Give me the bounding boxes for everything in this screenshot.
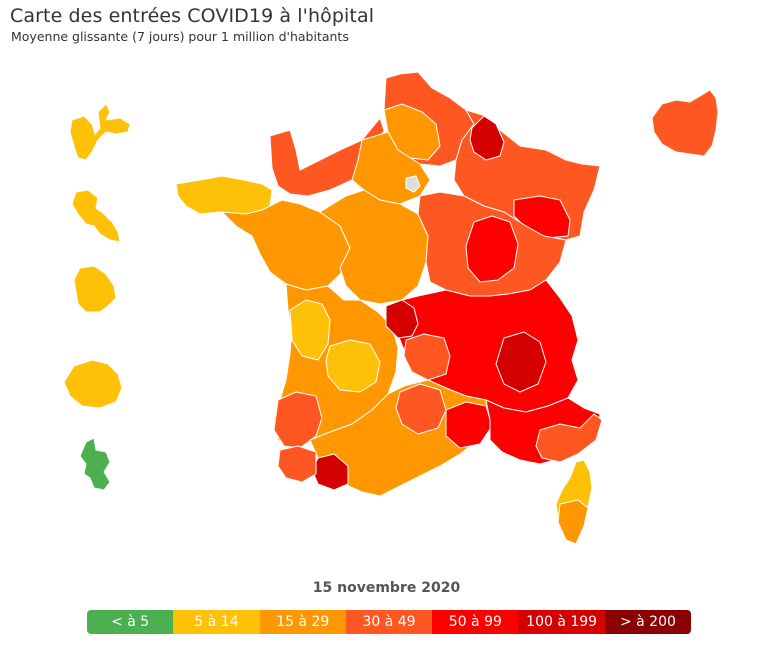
region-gard[interactable] (445, 401, 493, 449)
region-martinique[interactable] (71, 189, 121, 243)
region-mayotte[interactable] (79, 437, 111, 491)
region-landes[interactable] (273, 391, 323, 449)
region-paris[interactable] (405, 175, 421, 193)
region-pyrenees-atlantiques[interactable] (277, 445, 317, 483)
color-legend: < à 5 5 à 14 15 à 29 30 à 49 50 à 99 100… (87, 610, 692, 634)
legend-item-30-49: 30 à 49 (345, 610, 433, 634)
region-corse-du-sud[interactable] (557, 499, 589, 545)
region-guadeloupe[interactable] (69, 103, 131, 161)
region-cote-dor[interactable] (465, 215, 519, 283)
region-puy-de-dome[interactable] (403, 333, 451, 381)
region-vienne[interactable] (289, 299, 331, 361)
legend-item-lt5: < à 5 (87, 610, 174, 634)
region-var[interactable] (535, 413, 603, 463)
legend-item-gt200: > à 200 (604, 610, 692, 634)
region-guyane[interactable] (73, 265, 117, 313)
region-reunion[interactable] (63, 359, 123, 409)
map-title: Carte des entrées COVID19 à l'hôpital (10, 5, 375, 27)
region-aveyron[interactable] (395, 383, 447, 435)
region-isere[interactable] (495, 331, 547, 393)
map-date: 15 novembre 2020 (312, 580, 461, 596)
region-allier[interactable] (385, 299, 419, 339)
france-map (63, 71, 719, 545)
region-ile-de-france-zoom[interactable] (651, 89, 719, 157)
legend-item-15-29: 15 à 29 (259, 610, 346, 634)
legend-item-100-199: 100 à 199 (518, 610, 605, 634)
region-ardennes[interactable] (469, 115, 505, 161)
region-bretagne[interactable] (175, 175, 273, 217)
legend-item-5-14: 5 à 14 (173, 610, 260, 634)
region-haute-vienne[interactable] (325, 339, 381, 393)
map-subtitle: Moyenne glissante (7 jours) pour 1 milli… (11, 29, 349, 44)
legend-item-50-99: 50 à 99 (432, 610, 519, 634)
region-centre-val-de-loire[interactable] (319, 189, 429, 305)
